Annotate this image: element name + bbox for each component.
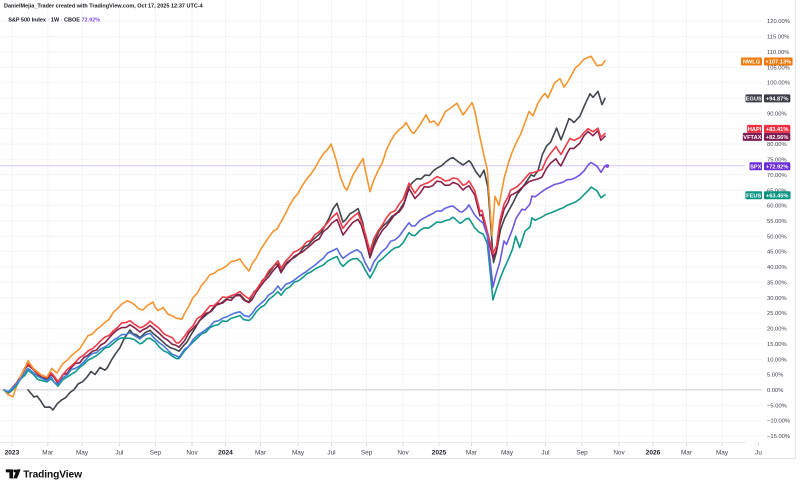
svg-text:5.00%: 5.00%	[767, 373, 783, 379]
svg-text:−15.00%: −15.00%	[767, 434, 790, 440]
svg-text:35.00%: 35.00%	[767, 280, 787, 286]
svg-text:+94.87%: +94.87%	[766, 96, 789, 102]
svg-text:FEUS: FEUS	[746, 193, 761, 199]
svg-text:70.00%: 70.00%	[767, 173, 787, 179]
svg-text:Jul: Jul	[115, 450, 123, 457]
svg-text:100.00%: 100.00%	[767, 81, 790, 87]
svg-text:−5.00%: −5.00%	[767, 403, 787, 409]
svg-text:May: May	[292, 450, 305, 457]
svg-text:Sep: Sep	[576, 450, 588, 457]
svg-text:May: May	[76, 450, 89, 457]
svg-text:Nov: Nov	[186, 450, 198, 457]
svg-text:Mar: Mar	[681, 450, 693, 457]
svg-text:0.00%: 0.00%	[767, 388, 783, 394]
svg-text:+83.41%: +83.41%	[766, 127, 789, 133]
svg-text:60.00%: 60.00%	[767, 204, 787, 210]
svg-text:105.00%: 105.00%	[767, 65, 790, 71]
svg-text:75.00%: 75.00%	[767, 158, 787, 164]
svg-text:30.00%: 30.00%	[767, 296, 787, 302]
svg-text:15.00%: 15.00%	[767, 342, 787, 348]
svg-text:45.00%: 45.00%	[767, 250, 787, 256]
svg-text:Mar: Mar	[42, 450, 54, 457]
svg-text:+72.92%: +72.92%	[766, 164, 789, 170]
svg-text:TradingView: TradingView	[23, 470, 82, 481]
svg-text:+107.13%: +107.13%	[765, 60, 791, 66]
svg-text:Sep: Sep	[361, 450, 373, 457]
svg-text:Nov: Nov	[613, 450, 625, 457]
svg-text:120.00%: 120.00%	[767, 19, 790, 25]
svg-text:90.00%: 90.00%	[767, 111, 787, 117]
svg-text:EGUS: EGUS	[746, 96, 762, 102]
svg-text:10.00%: 10.00%	[767, 357, 787, 363]
svg-text:DanielMejia_Trader created wit: DanielMejia_Trader created with TradingV…	[4, 4, 204, 10]
svg-text:Nov: Nov	[397, 450, 409, 457]
svg-text:S&P 500 Index · 1W · CBOE 72.: S&P 500 Index · 1W · CBOE 72.92%	[8, 17, 100, 23]
svg-text:2023: 2023	[5, 450, 20, 457]
svg-text:HAPI: HAPI	[748, 127, 762, 133]
svg-text:Sep: Sep	[150, 450, 162, 457]
svg-text:20.00%: 20.00%	[767, 327, 787, 333]
svg-text:+63.45%: +63.45%	[766, 193, 789, 199]
svg-text:2026: 2026	[646, 450, 661, 457]
svg-text:55.00%: 55.00%	[767, 219, 787, 225]
svg-text:−10.00%: −10.00%	[767, 419, 790, 425]
svg-text:25.00%: 25.00%	[767, 311, 787, 317]
svg-text:May: May	[501, 450, 514, 457]
svg-text:VFTAX: VFTAX	[743, 135, 761, 141]
svg-text:115.00%: 115.00%	[767, 35, 789, 41]
svg-text:NWLG: NWLG	[743, 60, 761, 66]
svg-text:Jul: Jul	[327, 450, 335, 457]
svg-text:Mar: Mar	[466, 450, 478, 457]
svg-text:80.00%: 80.00%	[767, 142, 787, 148]
svg-text:+82.56%: +82.56%	[766, 135, 789, 141]
svg-text:SPX: SPX	[750, 164, 762, 170]
svg-text:50.00%: 50.00%	[767, 234, 787, 240]
svg-text:May: May	[716, 450, 729, 457]
svg-text:Ju: Ju	[755, 450, 762, 457]
svg-text:110.00%: 110.00%	[767, 50, 789, 56]
svg-text:40.00%: 40.00%	[767, 265, 787, 271]
svg-text:2024: 2024	[218, 450, 233, 457]
svg-text:Mar: Mar	[255, 450, 267, 457]
svg-text:Jul: Jul	[541, 450, 549, 457]
svg-text:2025: 2025	[432, 450, 447, 457]
